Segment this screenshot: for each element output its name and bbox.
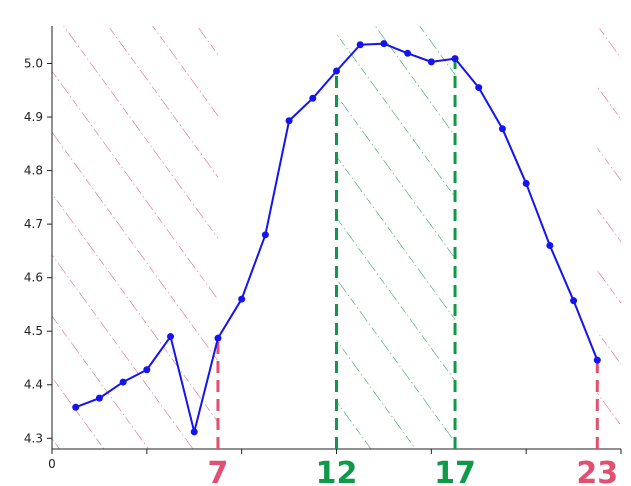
data-point xyxy=(451,55,459,63)
x-tick-label: 0 xyxy=(48,457,56,471)
data-point xyxy=(404,49,412,57)
shaded-region-2 xyxy=(597,26,621,449)
data-point xyxy=(119,378,127,386)
highlight-label-7: 7 xyxy=(208,456,229,486)
y-tick-label: 4.8 xyxy=(24,164,43,178)
data-point xyxy=(356,41,364,49)
data-point xyxy=(143,366,151,374)
data-point xyxy=(475,84,483,92)
data-point xyxy=(95,394,103,402)
y-tick-label: 4.5 xyxy=(24,324,43,338)
data-point xyxy=(593,356,601,364)
data-point xyxy=(285,117,293,125)
y-tick-label: 4.9 xyxy=(24,110,43,124)
data-point xyxy=(261,231,269,239)
data-point xyxy=(238,295,246,303)
y-tick-label: 4.3 xyxy=(24,431,43,445)
highlight-label-23: 23 xyxy=(576,456,618,486)
data-point xyxy=(546,242,554,250)
data-point xyxy=(167,333,175,341)
shaded-regions xyxy=(52,26,621,449)
data-point xyxy=(570,297,578,305)
highlight-label-12: 12 xyxy=(316,456,358,486)
data-point xyxy=(72,403,80,411)
data-point xyxy=(309,94,317,102)
data-point xyxy=(214,334,222,342)
axes: 4.3 4.4 4.5 4.6 4.7 4.8 4.9 5.0 0 xyxy=(24,26,622,471)
data-series xyxy=(72,40,601,436)
data-point xyxy=(522,179,530,187)
highlight-label-17: 17 xyxy=(434,456,476,486)
data-point xyxy=(427,58,435,66)
data-point xyxy=(498,125,506,133)
y-tick-label: 4.7 xyxy=(24,217,43,231)
y-tick-label: 5.0 xyxy=(24,56,43,70)
data-point xyxy=(380,40,388,48)
shaded-region-1 xyxy=(336,26,456,449)
y-tick-label: 4.6 xyxy=(24,271,43,285)
data-point xyxy=(190,428,198,436)
highlight-labels: 7 12 17 23 xyxy=(208,456,619,486)
data-point xyxy=(333,67,340,75)
highlight-lines xyxy=(216,58,599,449)
shaded-region-0 xyxy=(52,26,218,449)
y-tick-label: 4.4 xyxy=(24,378,43,392)
